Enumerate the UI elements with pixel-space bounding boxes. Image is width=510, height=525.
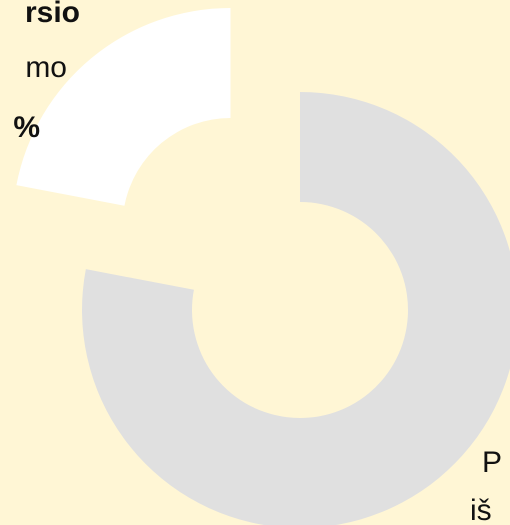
slice-label: mo (25, 51, 67, 84)
slice-label: iš (470, 494, 492, 525)
slice-label: % (13, 111, 40, 144)
slice (16, 8, 231, 206)
slice-label: rsio (25, 0, 80, 29)
slice-label: P (482, 446, 502, 479)
slice (82, 92, 510, 525)
